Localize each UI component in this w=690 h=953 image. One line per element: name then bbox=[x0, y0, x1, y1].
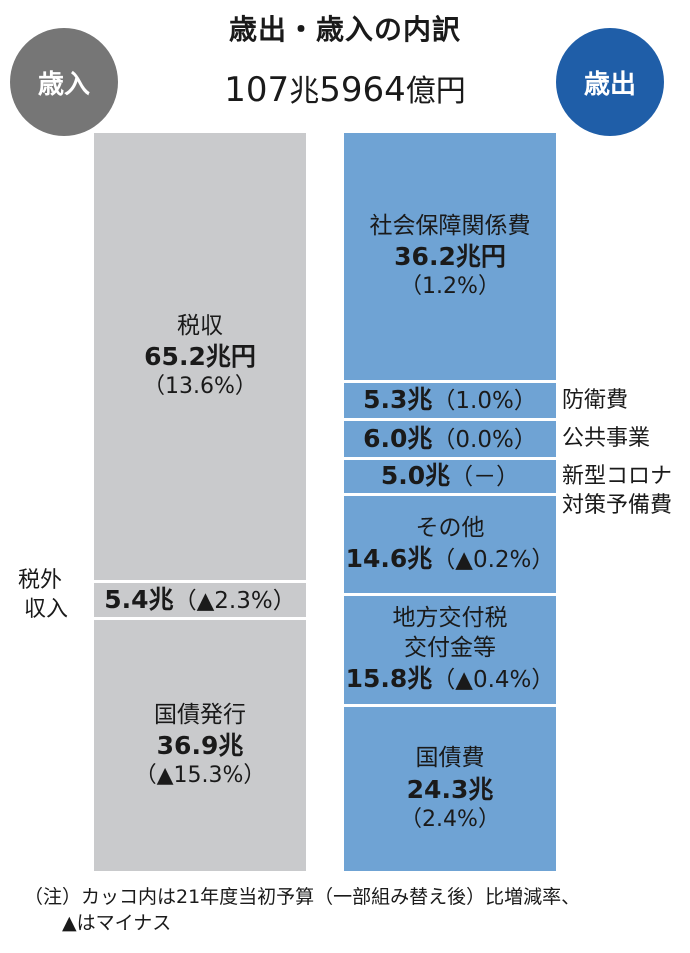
expenditure-divider bbox=[344, 457, 556, 460]
covid-change: （－） bbox=[450, 464, 520, 491]
tax-value: 65.2兆円 bbox=[144, 342, 256, 372]
nontax-label-line1: 税外 bbox=[18, 568, 63, 593]
revenue-segment-nontax: 5.4兆（▲2.3%） bbox=[94, 583, 306, 617]
expenditure-divider bbox=[344, 418, 556, 421]
nontax-side-label: 税外 収入 bbox=[18, 566, 68, 624]
revenue-divider bbox=[94, 617, 306, 620]
public-works-value-line: 6.0兆（0.0%） bbox=[363, 423, 537, 455]
debt-label: 国債費 bbox=[415, 745, 485, 772]
total-trillion-number: 107 bbox=[224, 70, 290, 110]
revenue-bar: 税収 65.2兆円 （13.6%） 5.4兆（▲2.3%） 国債発行 36.9兆… bbox=[94, 133, 306, 871]
covid-side-label: 新型コロナ 対策予備費 bbox=[562, 462, 672, 520]
other-label: その他 bbox=[415, 514, 485, 541]
revenue-divider bbox=[94, 580, 306, 583]
nontax-label-line2: 収入 bbox=[24, 597, 69, 623]
total-hundred-million-number: 5964 bbox=[319, 70, 406, 110]
debt-value: 24.3兆 bbox=[406, 774, 494, 804]
debt-change: （2.4%） bbox=[400, 806, 500, 832]
bonds-change: （▲15.3%） bbox=[134, 763, 266, 789]
nontax-value: 5.4兆 bbox=[104, 584, 174, 614]
expenditure-divider bbox=[344, 380, 556, 383]
public-works-side-label: 公共事業 bbox=[562, 426, 651, 451]
footnote-line1: （注）カッコ内は21年度当初予算（一部組み替え後）比増減率、 bbox=[24, 886, 581, 908]
expenditure-segment-other: その他 14.6兆（▲0.2%） bbox=[344, 496, 556, 593]
covid-value-line: 5.0兆（－） bbox=[381, 460, 519, 492]
chart-title: 歳出・歳入の内訳 bbox=[228, 13, 461, 46]
expenditure-segment-defense: 5.3兆（1.0%） bbox=[344, 383, 556, 418]
defense-side-label: 防衛費 bbox=[562, 388, 629, 413]
nontax-change: （▲2.3%） bbox=[173, 587, 296, 614]
local-label-line1: 地方交付税 bbox=[392, 605, 508, 632]
expenditure-segment-covid: 5.0兆（－） bbox=[344, 460, 556, 493]
local-label-line2: 交付金等 bbox=[404, 634, 496, 661]
footnote-line2: ▲はマイナス bbox=[62, 912, 172, 935]
public-works-change: （0.0%） bbox=[432, 426, 537, 453]
other-value: 14.6兆 bbox=[345, 544, 433, 573]
covid-value: 5.0兆 bbox=[380, 461, 451, 491]
expenditure-segment-local: 地方交付税 交付金等 15.8兆（▲0.4%） bbox=[344, 596, 556, 704]
expenditure-divider bbox=[344, 493, 556, 496]
bonds-label: 国債発行 bbox=[154, 701, 246, 728]
bonds-value: 36.9兆 bbox=[156, 731, 244, 761]
other-value-line: 14.6兆（▲0.2%） bbox=[346, 543, 555, 575]
expenditure-bar: 社会保障関係費 36.2兆円 （1.2%） 5.3兆（1.0%） 6.0兆（0.… bbox=[344, 133, 556, 871]
local-value: 15.8兆 bbox=[345, 664, 433, 694]
revenue-badge: 歳入 bbox=[10, 28, 118, 136]
total-amount: 107兆5964億円 bbox=[0, 66, 690, 110]
revenue-segment-tax: 税収 65.2兆円 （13.6%） bbox=[94, 133, 306, 580]
footnote: （注）カッコ内は21年度当初予算（一部組み替え後）比増減率、 ▲はマイナス bbox=[24, 884, 674, 936]
revenue-segment-bonds: 国債発行 36.9兆 （▲15.3%） bbox=[94, 620, 306, 871]
defense-value-line: 5.3兆（1.0%） bbox=[363, 384, 537, 416]
defense-change: （1.0%） bbox=[432, 388, 537, 415]
defense-value: 5.3兆 bbox=[363, 385, 433, 415]
expenditure-segment-public-works: 6.0兆（0.0%） bbox=[344, 421, 556, 457]
public-works-value: 6.0兆 bbox=[363, 423, 433, 453]
local-change: （▲0.4%） bbox=[432, 667, 555, 694]
tax-change: （13.6%） bbox=[143, 374, 257, 400]
covid-label-line2: 対策予備費 bbox=[562, 493, 673, 519]
total-hundred-million-unit: 億円 bbox=[405, 74, 466, 109]
total-trillion-unit: 兆 bbox=[289, 74, 320, 109]
tax-label: 税収 bbox=[177, 312, 223, 339]
covid-label-line1: 新型コロナ bbox=[562, 464, 673, 489]
local-value-line: 15.8兆（▲0.4%） bbox=[346, 663, 555, 695]
expenditure-segment-debt: 国債費 24.3兆 （2.4%） bbox=[344, 707, 556, 871]
social-label: 社会保障関係費 bbox=[369, 212, 531, 239]
expenditure-divider bbox=[344, 704, 556, 707]
social-change: （1.2%） bbox=[400, 274, 500, 300]
other-change: （▲0.2%） bbox=[432, 547, 555, 573]
nontax-value-line: 5.4兆（▲2.3%） bbox=[104, 584, 295, 616]
expenditure-divider bbox=[344, 593, 556, 596]
expenditure-badge: 歳出 bbox=[556, 28, 664, 136]
social-value: 36.2兆円 bbox=[394, 242, 506, 272]
expenditure-segment-social: 社会保障関係費 36.2兆円 （1.2%） bbox=[344, 133, 556, 380]
